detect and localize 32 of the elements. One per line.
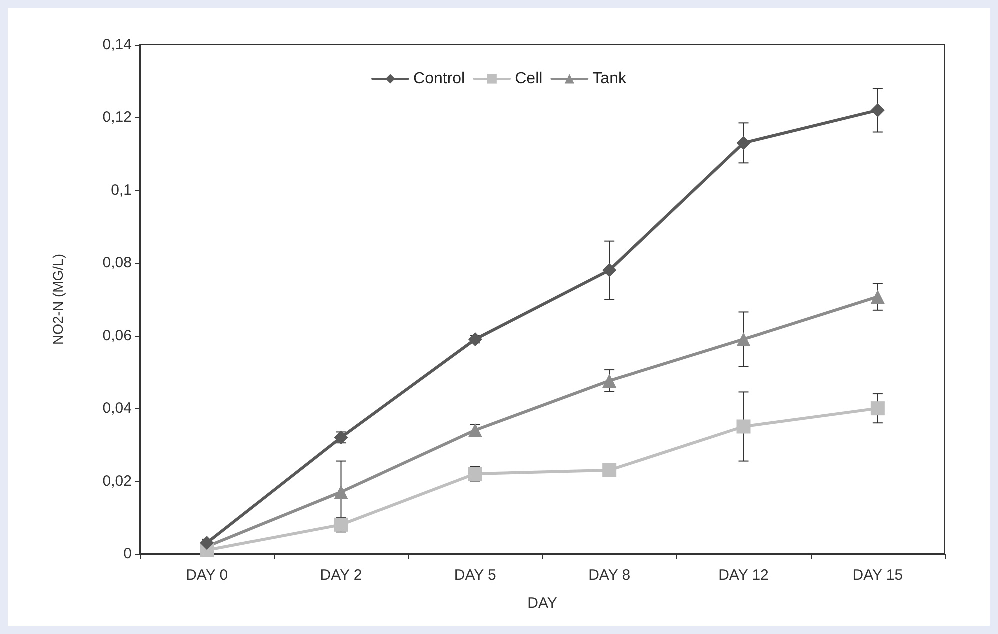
y-tick-label: 0,08 [102,254,132,272]
point [870,290,885,304]
x-tick-label: DAY 12 [718,567,769,584]
legend-label: Tank [592,70,628,88]
y-tick-label: 0,14 [102,36,132,54]
y-tick-label: 0,1 [111,182,132,199]
x-tick-label: DAY 2 [320,567,362,584]
point [602,263,617,278]
point [468,332,482,346]
y-tick-label: 0,06 [102,327,132,344]
point [736,332,751,346]
point [468,423,482,438]
point [870,103,885,118]
x-axis-title: DAY [528,595,558,612]
point [334,485,348,500]
point [870,402,885,416]
x-tick-label: DAY 8 [588,567,631,584]
point [736,420,751,434]
x-tick-label: DAY 0 [186,567,228,584]
point [736,136,751,150]
x-tick-label: DAY 15 [852,567,904,584]
point [602,374,617,388]
y-tick-label: 0 [124,546,132,562]
x-tick-label: DAY 5 [454,567,496,584]
y-tick-label: 0,12 [102,109,132,126]
point [200,536,214,550]
y-tick-label: 0,04 [102,400,132,418]
legend-label: Control [414,70,466,88]
legend-label: Cell [515,70,543,88]
y-tick-label: 0,02 [102,472,132,490]
point [602,463,617,478]
y-axis-title: NO2-N (MG/L) [50,254,66,345]
